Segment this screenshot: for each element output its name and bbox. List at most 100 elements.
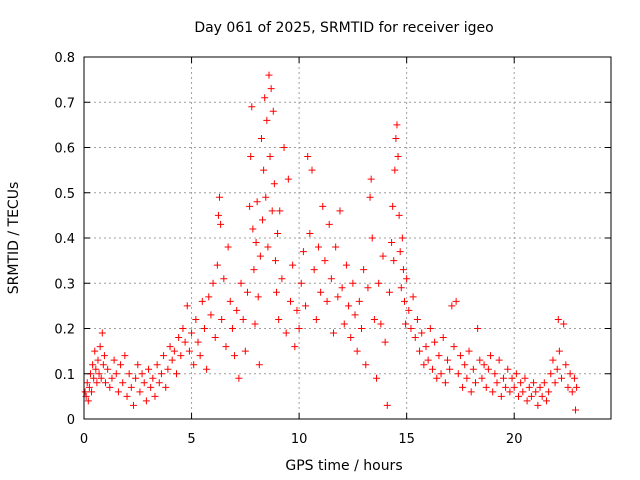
x-tick-label: 10 [291, 432, 308, 447]
data-point [241, 347, 249, 355]
data-point [291, 343, 299, 351]
data-point [392, 134, 400, 142]
data-point [205, 293, 213, 301]
data-point [254, 293, 262, 301]
data-point [136, 388, 144, 396]
data-point [570, 374, 578, 382]
data-point [181, 338, 189, 346]
y-tick-label: 0.7 [54, 96, 75, 111]
data-point [409, 293, 417, 301]
data-point [456, 352, 464, 360]
data-point [530, 379, 538, 387]
data-point [188, 329, 196, 337]
data-point [132, 374, 140, 382]
data-point [153, 361, 161, 369]
data-point [314, 243, 322, 251]
data-point [179, 325, 187, 332]
data-point [325, 220, 333, 228]
data-point [110, 356, 118, 364]
data-point [218, 315, 226, 323]
data-point [416, 347, 424, 355]
data-point [177, 352, 185, 360]
data-point [256, 252, 264, 260]
data-point [243, 288, 251, 296]
data-point [444, 356, 452, 364]
data-point [388, 239, 396, 247]
data-point [489, 388, 497, 396]
data-point [97, 374, 105, 382]
y-tick-label: 0.3 [54, 277, 75, 292]
data-point [439, 334, 447, 342]
data-point [523, 397, 531, 405]
data-point [262, 193, 270, 201]
data-point [217, 220, 225, 228]
data-point [370, 315, 378, 323]
data-point [112, 370, 120, 378]
data-point [248, 103, 256, 111]
data-point [81, 388, 89, 396]
data-point [228, 325, 236, 332]
data-point [484, 365, 492, 373]
data-point [519, 388, 527, 396]
data-point [564, 383, 572, 391]
data-point [140, 379, 148, 387]
data-point [95, 370, 103, 378]
y-tick-label: 0.8 [54, 51, 75, 66]
data-point [271, 257, 279, 265]
data-point [250, 266, 258, 274]
data-point [395, 211, 403, 219]
data-point [562, 361, 570, 369]
data-point [275, 315, 283, 323]
data-point [198, 297, 206, 305]
data-point [190, 361, 198, 369]
y-tick-label: 0.1 [54, 368, 75, 383]
data-point [465, 347, 473, 355]
x-tick-label: 0 [80, 432, 88, 447]
data-point [286, 297, 294, 305]
data-point [437, 370, 445, 378]
data-point [282, 329, 290, 337]
data-point [155, 379, 163, 387]
data-point [424, 356, 432, 364]
data-point [149, 374, 157, 382]
data-point [508, 374, 516, 382]
data-point [471, 379, 479, 387]
data-point [454, 370, 462, 378]
data-point [88, 388, 96, 396]
data-point [391, 166, 399, 174]
data-point [566, 370, 574, 378]
data-point [450, 343, 458, 351]
data-point [497, 392, 505, 400]
data-point [255, 361, 263, 369]
data-point [504, 365, 512, 373]
data-point [534, 401, 542, 409]
plot-frame [83, 56, 612, 420]
data-point [549, 356, 557, 364]
data-point [261, 94, 269, 102]
data-point [168, 356, 176, 364]
data-point [317, 288, 325, 296]
data-point [357, 325, 365, 332]
data-point [319, 202, 327, 210]
data-point [102, 379, 110, 387]
y-axis-label: SRMTID / TECUs [6, 182, 22, 295]
data-point [166, 343, 174, 351]
data-point [252, 239, 260, 247]
data-point [480, 361, 488, 369]
data-point [237, 279, 245, 287]
data-point [362, 361, 370, 369]
y-tick-label: 0.5 [54, 187, 75, 202]
data-point [405, 306, 413, 314]
data-point [90, 374, 98, 382]
data-point [381, 338, 389, 346]
data-point [397, 284, 405, 292]
data-point [377, 320, 385, 328]
data-point [385, 288, 393, 296]
data-point [264, 243, 272, 251]
x-tick-label: 20 [506, 432, 523, 447]
chart-title: Day 061 of 2025, SRMTID for receiver ige… [194, 20, 493, 36]
data-point [560, 320, 568, 328]
data-point [321, 257, 329, 265]
data-point [268, 207, 276, 215]
data-point [147, 383, 155, 391]
